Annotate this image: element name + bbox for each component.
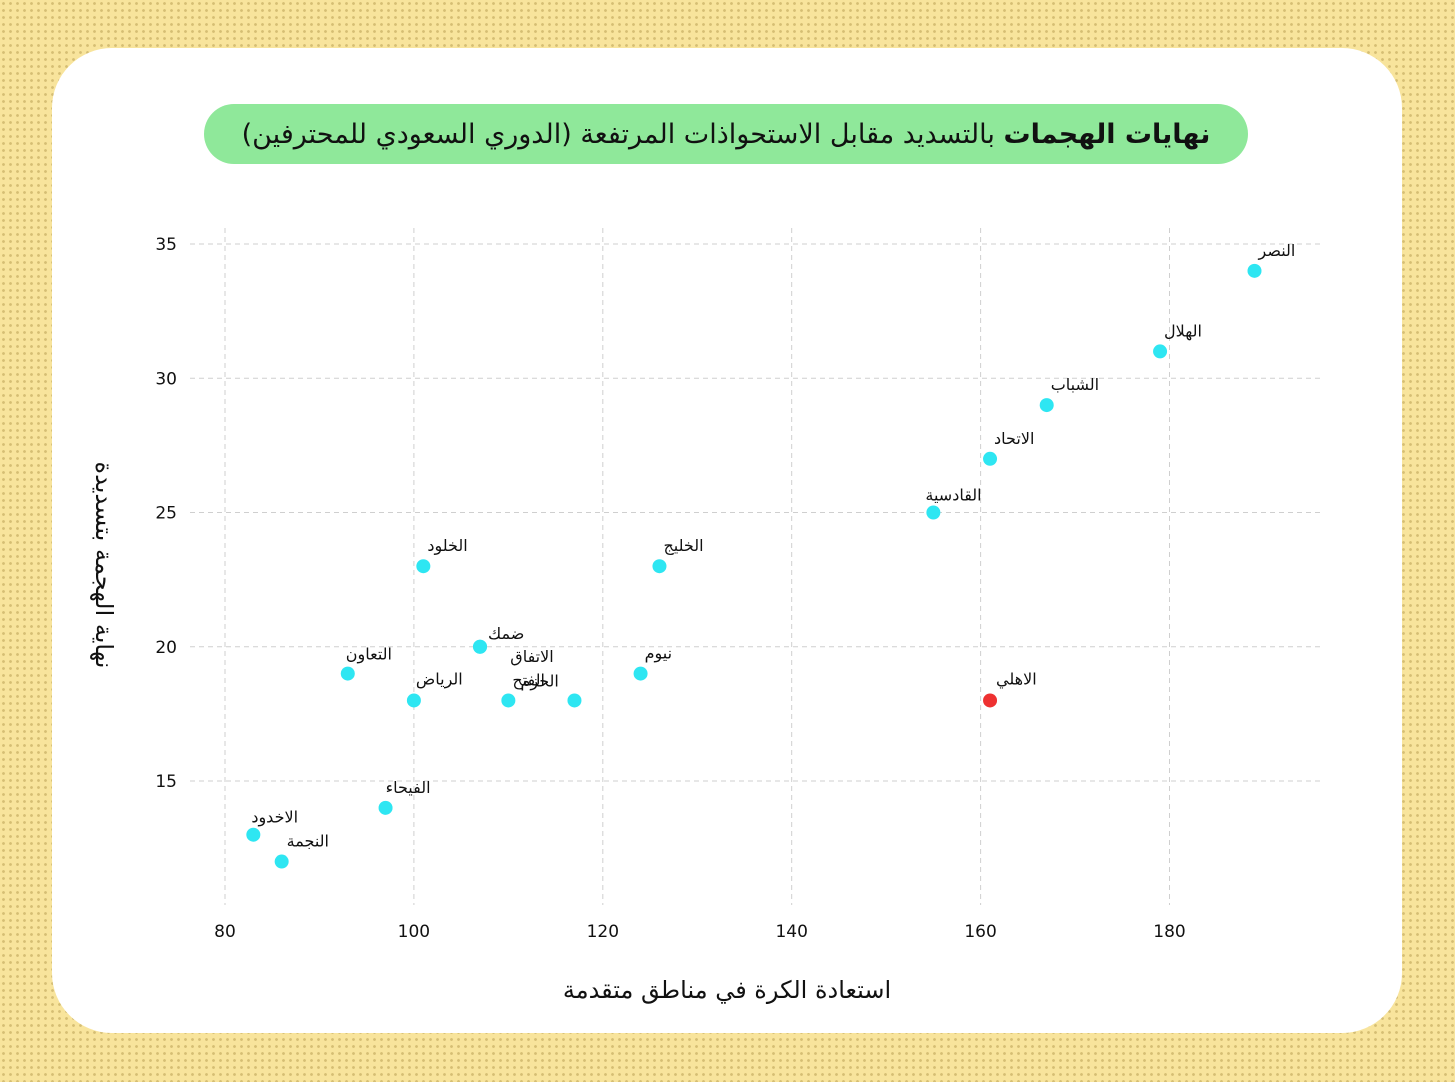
point-label: الخليج [663,536,703,555]
point-label: الخلود [427,536,467,556]
point-label: النصر [1258,241,1296,261]
y-tick-label: 25 [155,504,177,524]
point-labels: النصر الهلال الشباب الاتحاد القادسية الخليج ال… [251,241,1295,851]
chart-title-bold: نهايات الهجمات [1003,118,1211,150]
data-point [340,666,355,681]
data-point [274,854,289,869]
data-point [378,800,393,815]
x-tick-label: 120 [587,922,619,942]
data-point [501,693,516,708]
data-point [926,505,941,520]
point-label: الفتح [512,670,545,690]
chart-title: نهايات الهجمات بالتسديد مقابل الاستحواذا… [204,104,1248,164]
grid [190,228,1322,905]
data-point [1153,344,1168,359]
point-label: الشباب [1051,375,1099,394]
x-tick-label: 100 [398,922,430,942]
x-tick-label: 160 [964,922,996,942]
point-label: نيوم [645,644,672,664]
data-point [1247,263,1262,278]
chart-card [52,48,1402,1033]
data-point [983,693,998,708]
point-label: الحزم [520,671,558,691]
y-axis-label: نهاية الهجمة بتسديدة [90,462,118,669]
point-label: ضمك [488,624,524,643]
y-tick-label: 20 [155,638,177,658]
y-tick-label: 35 [155,235,177,255]
x-tick-label: 80 [214,922,236,942]
x-axis-label: استعادة الكرة في مناطق متقدمة [563,976,891,1004]
data-point [473,639,488,654]
data-point [406,693,421,708]
point-label: الهلال [1164,321,1202,341]
y-tick-label: 15 [155,772,177,792]
data-point [633,666,648,681]
data-points [246,263,1262,869]
tick-labels: 80 100 120 140 160 180 15 20 25 30 35 [155,235,1185,942]
x-tick-label: 140 [775,922,807,942]
data-point [652,559,667,574]
point-label: الفيحاء [386,778,431,797]
point-label: الاتفاق [510,647,553,666]
chart-title-rest: بالتسديد مقابل الاستحواذات المرتفعة (الد… [241,118,995,150]
point-label: الاهلي [996,669,1037,689]
point-label: الاتحاد [994,429,1034,448]
data-point [246,827,261,842]
y-tick-label: 30 [155,369,177,389]
point-label: النجمة [287,832,329,851]
point-label: القادسية [925,486,981,505]
point-label: الرياض [416,669,463,689]
point-label: الاخدود [251,808,298,828]
point-label: التعاون [346,645,392,665]
data-point [416,559,431,574]
data-point [983,451,998,466]
data-point [567,693,582,708]
data-point [1039,398,1054,413]
x-tick-label: 180 [1153,922,1185,942]
